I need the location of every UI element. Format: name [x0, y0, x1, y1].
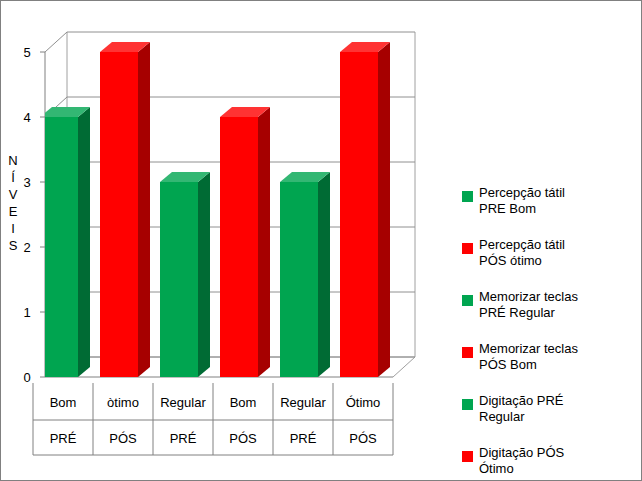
tick-label: 3 [23, 175, 30, 190]
bar [45, 117, 78, 377]
tick-mark [40, 52, 45, 53]
grid-line [45, 32, 415, 52]
category-group-label: PÓS [229, 431, 257, 446]
legend-swatch [462, 243, 473, 254]
tick-label: 5 [23, 45, 30, 60]
table-line [33, 383, 34, 455]
category-group-label: PÓS [109, 431, 137, 446]
bar [100, 52, 138, 377]
bars [45, 42, 390, 377]
tick-label: 1 [23, 305, 30, 320]
category-label: Ótimo [346, 395, 381, 410]
bar-side [138, 42, 150, 377]
legend: Percepção tátil PRE Bom Percepção tátil P… [462, 185, 640, 481]
legend-swatch [462, 347, 473, 358]
category-label: Regular [280, 395, 326, 410]
table-line [333, 383, 334, 455]
legend-label: Digitação PRÉ Regular [479, 393, 583, 425]
bar [280, 182, 318, 377]
frame [1, 1, 642, 481]
legend-label: Digitação PÓS Ótimo [479, 445, 583, 477]
table-line [153, 383, 154, 455]
legend-item: Percepção tátil PRE Bom [462, 185, 640, 237]
floor-edge [393, 357, 415, 377]
legend-swatch [462, 295, 473, 306]
legend-swatch [462, 399, 473, 410]
tick-mark [40, 312, 45, 313]
chart-root: 0 1 2 3 4 5 NÍVEIS Bom PRÉ òtimo PÓS Regular PRÉ Bom P… [0, 0, 642, 481]
tick-label: 4 [23, 110, 30, 125]
legend-label: Memorizar teclas PRÉ Regular [479, 289, 583, 321]
tick-mark [40, 377, 45, 378]
table-line [213, 383, 214, 455]
legend-item: Memorizar teclas PÓS Bom [462, 341, 640, 393]
bar-top [160, 172, 210, 182]
legend-item: Memorizar teclas PRÉ Regular [462, 289, 640, 341]
tick-label: 0 [23, 370, 30, 385]
table-line [393, 383, 394, 455]
legend-item: Percepção tátil PÓS ótimo [462, 237, 640, 289]
category-label: Bom [230, 395, 257, 410]
bar-side [318, 172, 330, 377]
table-line [273, 383, 274, 455]
bar-side [378, 42, 390, 377]
bar-side [78, 107, 90, 377]
legend-item: Digitação PRÉ Regular [462, 393, 640, 445]
bar-top [280, 172, 330, 182]
tick-mark [40, 247, 45, 248]
bar [220, 117, 258, 377]
bar-top [45, 107, 90, 117]
bar-side [198, 172, 210, 377]
bar-side [258, 107, 270, 377]
legend-label: Memorizar teclas PÓS Bom [479, 341, 583, 373]
axis-front [45, 52, 393, 377]
category-group-label: PRÉ [50, 431, 77, 446]
legend-label: Percepção tátil PRE Bom [479, 185, 583, 217]
category-label: òtimo [107, 395, 139, 410]
table-line [93, 383, 94, 455]
legend-swatch [462, 191, 473, 202]
legend-item: Digitação PÓS Ótimo [462, 445, 640, 481]
tick-label: 2 [23, 240, 30, 255]
category-group-label: PRÉ [290, 431, 317, 446]
y-axis-label: NÍVEIS [8, 153, 17, 253]
bar-top [100, 42, 150, 52]
legend-label: Percepção tátil PÓS ótimo [479, 237, 583, 269]
legend-swatch [462, 451, 473, 462]
tick-mark [40, 117, 45, 118]
category-group-label: PÓS [349, 431, 377, 446]
category-label: Regular [160, 395, 206, 410]
bar-top [220, 107, 270, 117]
tick-mark [40, 182, 45, 183]
category-group-label: PRÉ [170, 431, 197, 446]
bar [340, 52, 378, 377]
bar [160, 182, 198, 377]
bar-top [340, 42, 390, 52]
category-label: Bom [50, 395, 77, 410]
